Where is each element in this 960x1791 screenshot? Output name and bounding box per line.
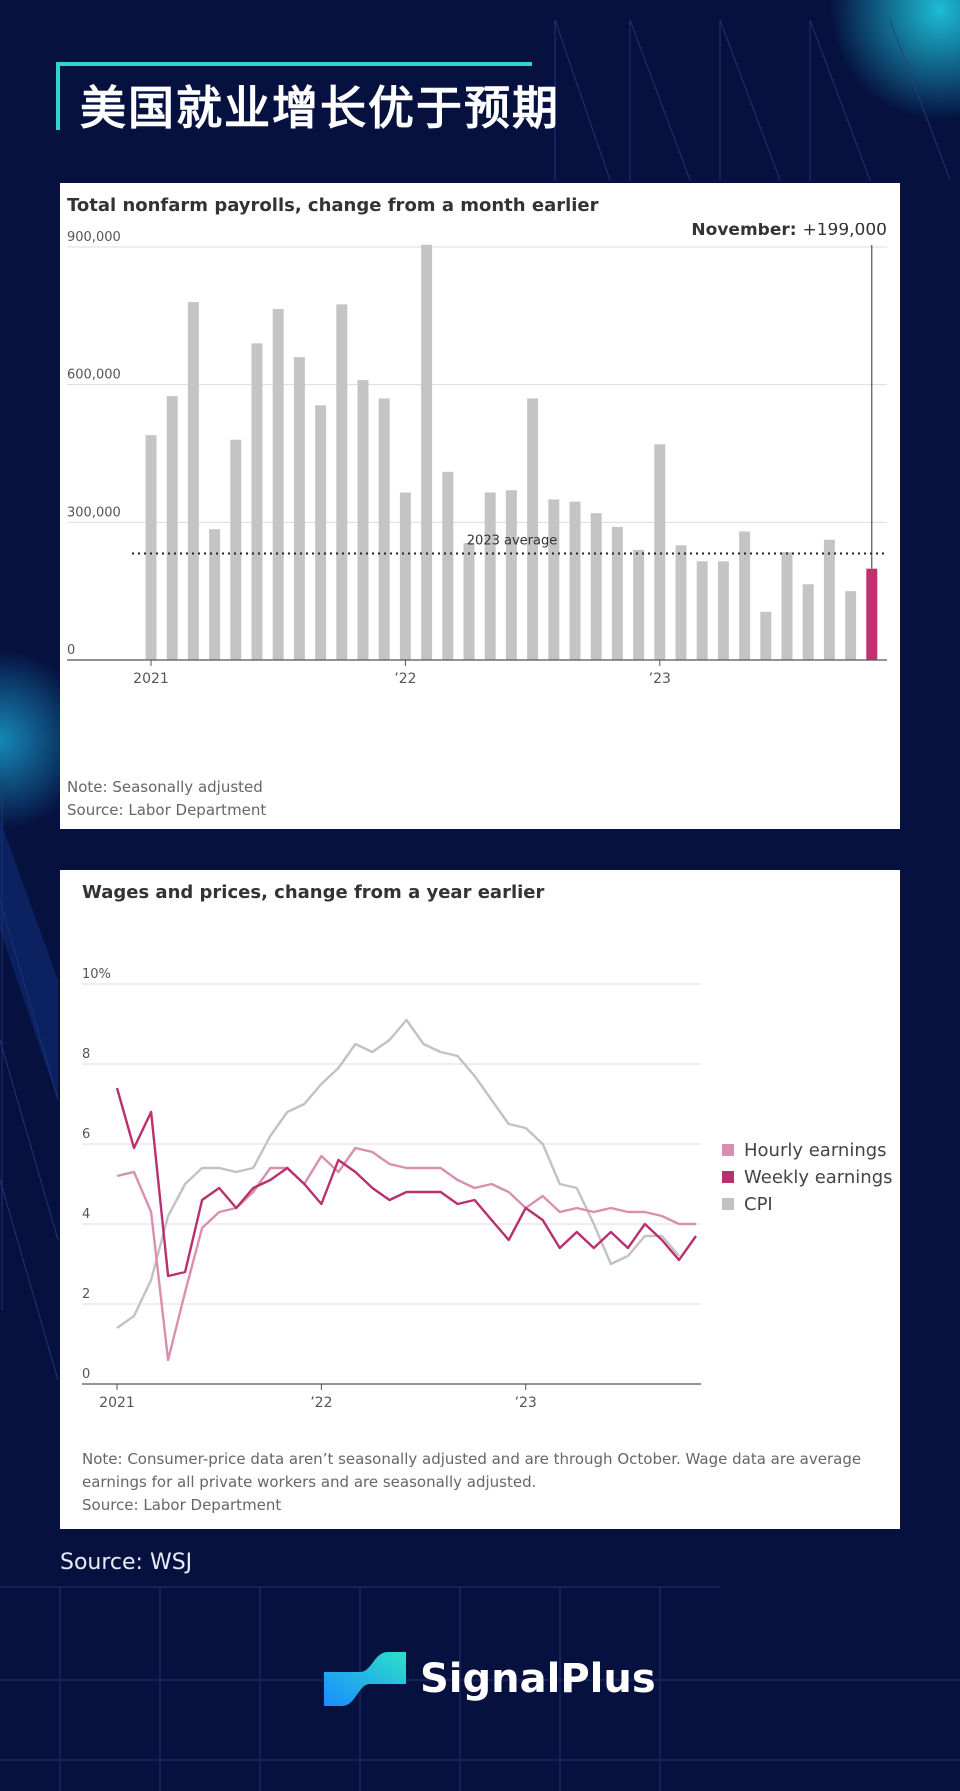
payrolls-bar [315, 405, 327, 660]
wages-y-tick-label: 0 [82, 1367, 90, 1382]
wages-y-tick-label: 6 [82, 1127, 90, 1142]
wages-chart-title: Wages and prices, change from a year ear… [82, 882, 545, 903]
payrolls-bar [463, 542, 475, 660]
payrolls-x-tick-label: ’22 [394, 671, 416, 687]
wages-series-line-weekly-earnings [115, 1087, 697, 1278]
wages-y-tick-label: 2 [82, 1287, 90, 1302]
payrolls-bar [633, 549, 645, 660]
payrolls-bar [717, 561, 729, 660]
payrolls-x-tick-label: 2021 [133, 671, 169, 687]
payrolls-bar [484, 492, 496, 660]
payrolls-bar [336, 304, 348, 660]
payrolls-bar [548, 499, 560, 660]
wages-line-chart: 0 2 4 6 8 10% 2021 ’22 ’23 Hourly earnings Weekly … [82, 967, 893, 1411]
wages-legend-swatch [722, 1171, 734, 1183]
payrolls-chart-panel: Total nonfarm payrolls, change from a mo… [60, 183, 900, 829]
payrolls-bar [675, 545, 687, 660]
payrolls-bar-chart: 0 300,000 600,000 900,000 2021 ’22 ’23 2023 ave… [67, 223, 887, 687]
payrolls-callout-label: November: [691, 223, 802, 240]
payrolls-bar [293, 357, 305, 660]
brand-logo: SignalPlus [320, 1646, 680, 1716]
payrolls-bar [569, 501, 581, 660]
payrolls-bar [505, 490, 517, 660]
payrolls-bar [654, 444, 666, 660]
payrolls-source: Source: Labor Department [67, 801, 267, 819]
payrolls-bar-highlight [866, 568, 878, 660]
payrolls-bar [696, 561, 708, 660]
payrolls-bar [230, 439, 242, 660]
wages-legend-label: Hourly earnings [744, 1140, 887, 1161]
wages-legend-swatch [722, 1198, 734, 1210]
wages-y-tick-label: 10% [82, 967, 111, 982]
wages-y-tick-label: 8 [82, 1047, 90, 1062]
wages-legend-label: Weekly earnings [744, 1167, 893, 1188]
payrolls-bar [781, 552, 793, 660]
payrolls-bar [611, 526, 623, 660]
payrolls-bar [272, 308, 284, 660]
payrolls-bar [399, 492, 411, 660]
payrolls-note: Note: Seasonally adjusted [67, 778, 263, 796]
payrolls-bar [590, 513, 602, 660]
signalplus-logo-icon [324, 1652, 406, 1706]
wages-source: Source: Labor Department [82, 1496, 282, 1514]
image-source: Source: WSJ [60, 1550, 193, 1575]
wages-legend-swatch [722, 1144, 734, 1156]
wages-x-tick-label: 2021 [99, 1395, 135, 1411]
title-frame [56, 62, 532, 130]
payrolls-bar [421, 244, 433, 660]
wages-note: Note: Consumer-price data aren’t seasona… [82, 1450, 862, 1491]
payrolls-bar [357, 380, 369, 660]
payrolls-y-tick-label: 900,000 [67, 230, 121, 245]
payrolls-bar [187, 302, 199, 660]
payrolls-x-tick-label: ’23 [649, 671, 671, 687]
payrolls-bar [845, 591, 857, 660]
payrolls-bar [378, 398, 390, 660]
payrolls-y-tick-label: 600,000 [67, 368, 121, 383]
wages-series-line-cpi [116, 1018, 680, 1329]
page-title: 美国就业增长优于预期 [80, 81, 560, 135]
payrolls-average-label: 2023 average [467, 534, 557, 549]
wages-y-tick-label: 4 [82, 1207, 90, 1222]
payrolls-bar [251, 343, 263, 660]
payrolls-y-tick-label: 300,000 [67, 505, 121, 520]
payrolls-chart-title: Total nonfarm payrolls, change from a mo… [67, 195, 599, 216]
wages-x-tick-label: ’22 [310, 1395, 332, 1411]
wages-series-line-hourly-earnings [116, 1146, 696, 1362]
payrolls-bar [209, 529, 221, 660]
payrolls-callout-value: +199,000 [802, 223, 887, 240]
payrolls-bar [442, 471, 454, 660]
wages-chart-panel: Wages and prices, change from a year ear… [60, 870, 900, 1529]
payrolls-bar [760, 611, 772, 660]
payrolls-bar [739, 531, 751, 660]
payrolls-bar [823, 539, 835, 660]
brand-name: SignalPlus [420, 1656, 656, 1702]
payrolls-callout: November: +199,000 [691, 223, 887, 240]
payrolls-bar [145, 435, 157, 660]
wages-legend-label: CPI [744, 1194, 773, 1215]
payrolls-bar [802, 584, 814, 660]
wages-x-tick-label: ’23 [515, 1395, 537, 1411]
payrolls-bar [166, 396, 178, 660]
payrolls-bar [527, 398, 539, 660]
payrolls-y-tick-label: 0 [67, 643, 75, 658]
